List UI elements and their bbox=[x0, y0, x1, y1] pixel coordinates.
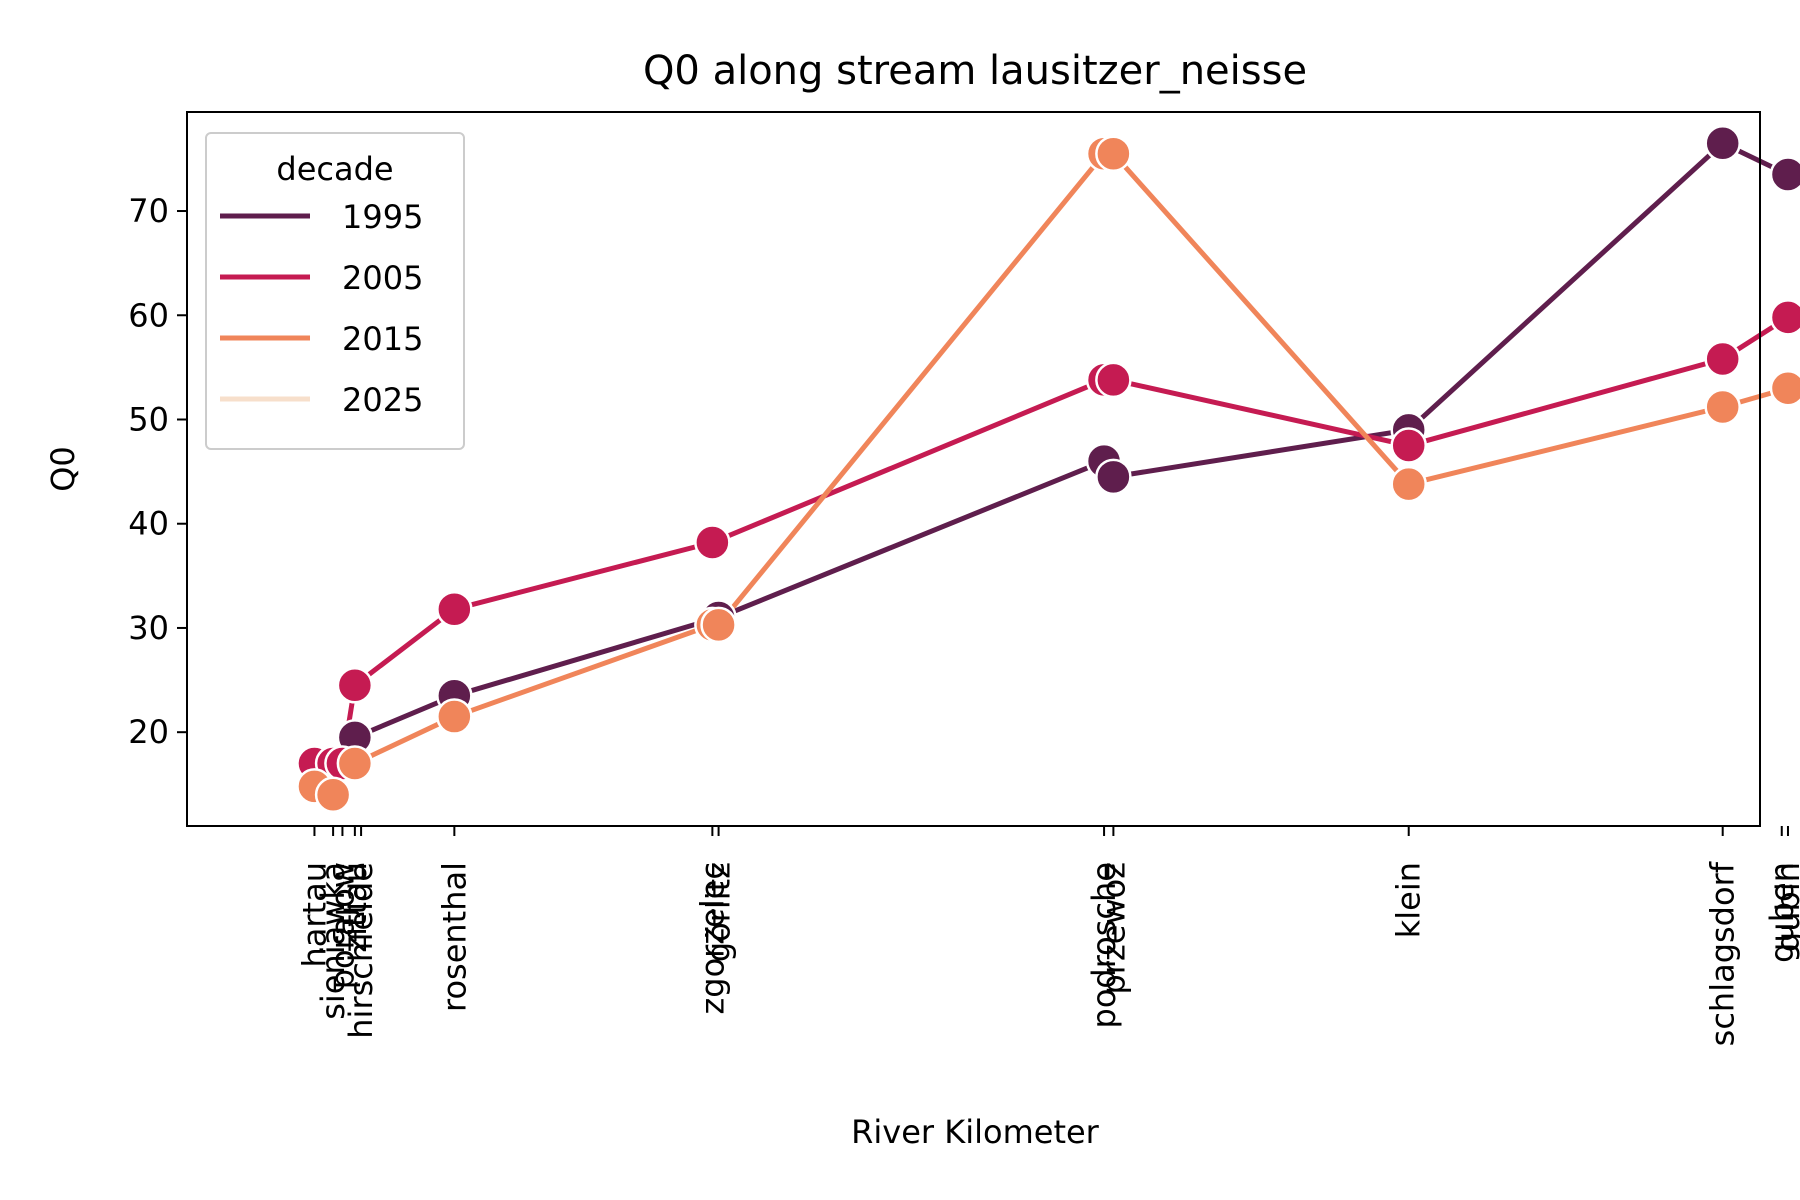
legend-box bbox=[205, 132, 465, 450]
legend: decade 1995 2005 2015 2025 bbox=[205, 132, 465, 450]
y-tick-label: 60 bbox=[128, 296, 169, 334]
data-point-1995 bbox=[1095, 458, 1132, 496]
x-tick-label: klein bbox=[1390, 862, 1428, 938]
y-tick-label: 50 bbox=[128, 400, 169, 438]
plot-frame bbox=[186, 111, 1761, 827]
data-point-1995 bbox=[1769, 156, 1800, 193]
data-point-2015 bbox=[1390, 465, 1427, 503]
y-axis-label: Q0 bbox=[44, 446, 82, 492]
data-point-2015 bbox=[1769, 369, 1800, 407]
x-tick-label: przewoz bbox=[1094, 862, 1132, 995]
x-tick-label: podrosche bbox=[1085, 862, 1123, 1028]
data-point-2005 bbox=[436, 590, 473, 628]
data-point-2005 bbox=[1704, 340, 1741, 378]
x-tick-label: porajow bbox=[323, 862, 361, 989]
legend-label-2015: 2015 bbox=[342, 320, 423, 358]
y-tick-label: 40 bbox=[128, 505, 169, 543]
data-point-2015 bbox=[436, 698, 473, 735]
legend-label-2005: 2005 bbox=[342, 259, 423, 297]
x-tick-label: sieniawka bbox=[314, 862, 352, 1020]
y-tick-label: 20 bbox=[128, 713, 169, 751]
legend-label-1995: 1995 bbox=[342, 198, 423, 236]
x-axis-label: River Kilometer bbox=[851, 1113, 1100, 1151]
series-line-2005 bbox=[311, 314, 1791, 766]
data-point-2005 bbox=[1095, 361, 1132, 399]
x-tick-label: hirschfelde bbox=[342, 862, 380, 1039]
data-point-2005 bbox=[336, 667, 374, 704]
y-tick-label: 30 bbox=[128, 609, 169, 647]
data-point-2015 bbox=[1704, 388, 1741, 426]
x-tick-label: guben bbox=[1763, 862, 1800, 963]
series-line-1995 bbox=[352, 140, 1791, 740]
legend-label-2025: 2025 bbox=[342, 381, 423, 419]
data-point-2005 bbox=[1390, 427, 1427, 464]
axes: 20 30 40 50 60 70 hartausieniawkaporajowzittau… bbox=[128, 111, 1800, 1046]
x-tick-label: gubin bbox=[1769, 862, 1800, 952]
data-point-2015 bbox=[336, 745, 374, 782]
x-tick-label: zgorzelec bbox=[693, 862, 731, 1015]
data-point-2015 bbox=[700, 606, 737, 644]
data-point-2005 bbox=[1769, 299, 1800, 336]
x-tick-label: schlagsdorf bbox=[1704, 861, 1742, 1046]
data-point-1995 bbox=[1704, 125, 1741, 162]
data-point-2015 bbox=[314, 776, 352, 813]
x-tick-label: görlitz bbox=[700, 862, 738, 962]
data-point-2015 bbox=[1095, 135, 1132, 172]
series-line-2015 bbox=[311, 151, 1791, 798]
plot-area bbox=[296, 125, 1800, 813]
legend-title: decade bbox=[276, 150, 393, 188]
x-tick-label: hartau bbox=[295, 862, 333, 967]
data-point-2005 bbox=[694, 524, 731, 561]
x-tick-label: zittau bbox=[336, 862, 374, 953]
chart-title: Q0 along stream lausitzer_neisse bbox=[643, 48, 1307, 94]
x-tick-label: rosenthal bbox=[435, 862, 473, 1012]
y-tick-label: 70 bbox=[128, 192, 169, 230]
